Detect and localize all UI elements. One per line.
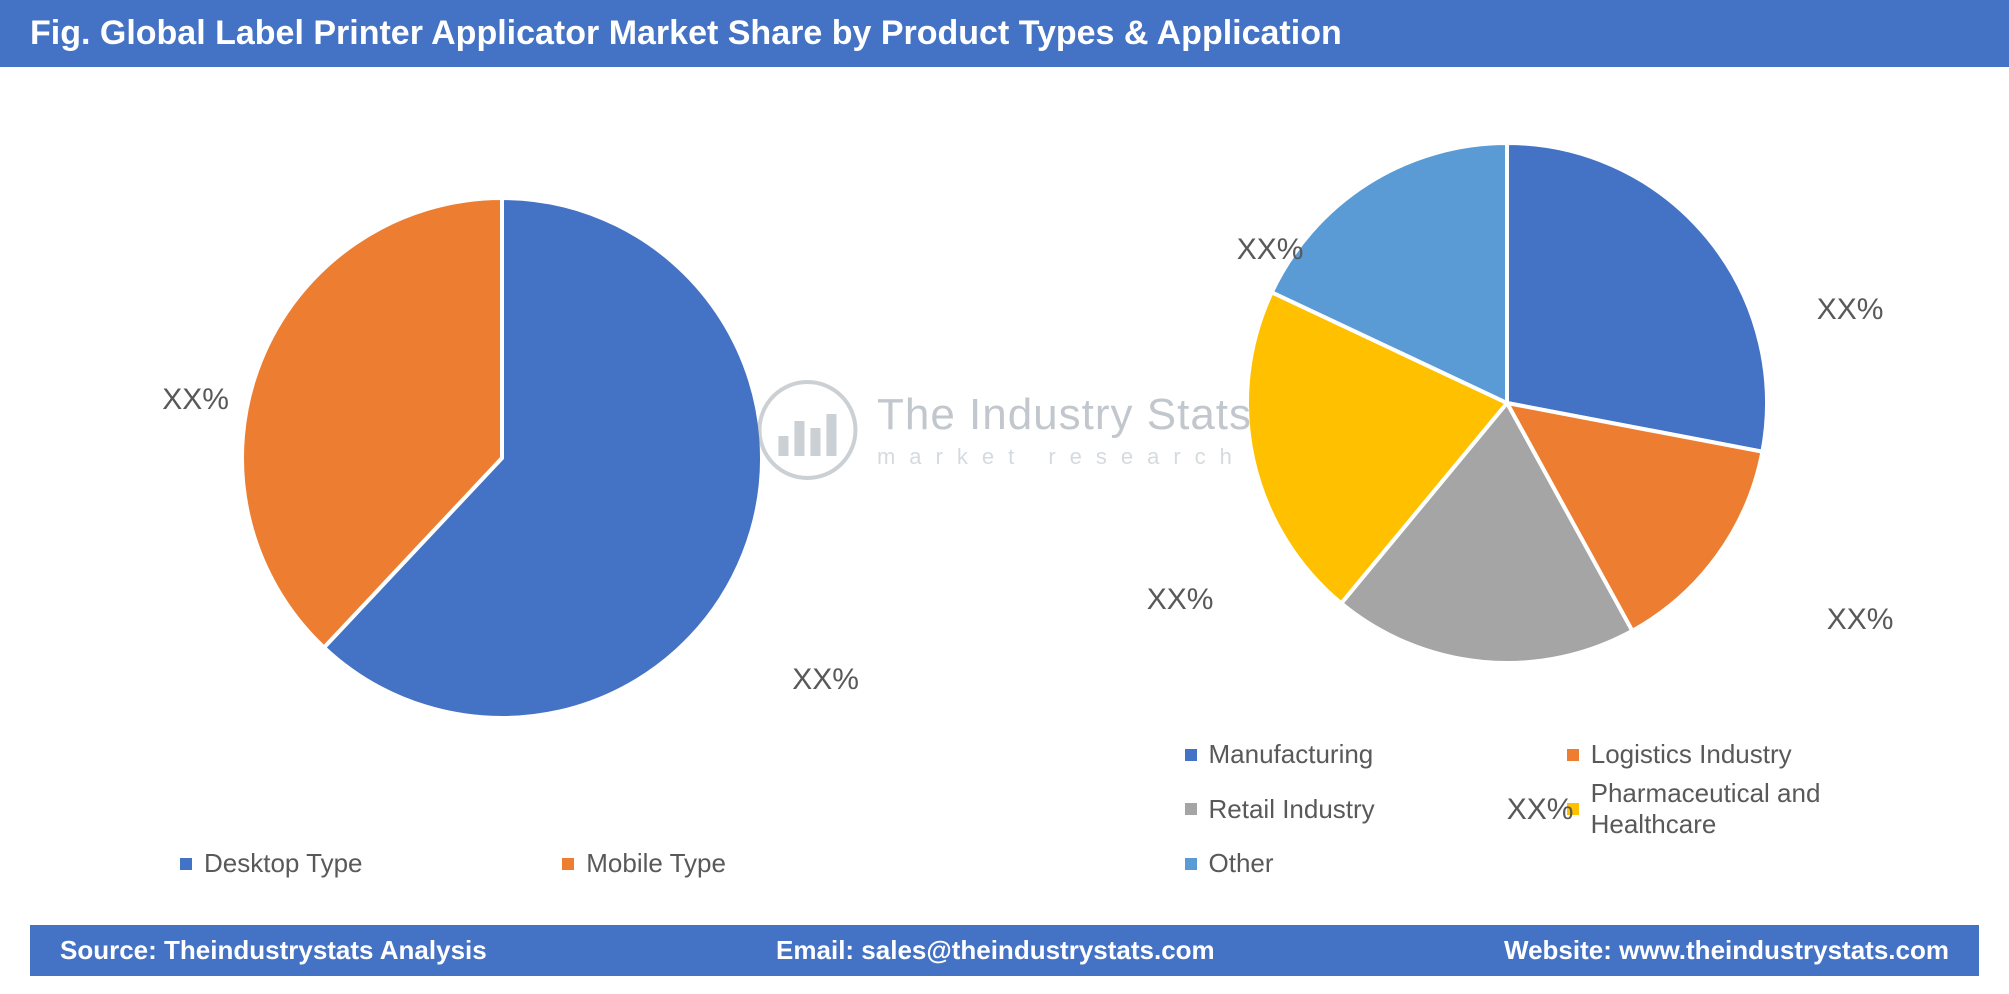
legend-swatch bbox=[1567, 803, 1579, 815]
legend-label: Pharmaceutical and Healthcare bbox=[1591, 778, 1949, 840]
legend-swatch bbox=[1185, 803, 1197, 815]
legend-item: Other bbox=[1185, 848, 1567, 879]
legend-item: Pharmaceutical and Healthcare bbox=[1567, 778, 1949, 840]
footer-email: Email: sales@theindustrystats.com bbox=[776, 935, 1215, 966]
charts-row: XX%XX% Desktop TypeMobile Type XX%XX%XX%… bbox=[0, 67, 2009, 887]
legend-swatch bbox=[180, 858, 192, 870]
footer-bar: Source: Theindustrystats Analysis Email:… bbox=[30, 925, 1979, 976]
legend-item: Retail Industry bbox=[1185, 778, 1567, 840]
title-bar: Fig. Global Label Printer Applicator Mar… bbox=[0, 0, 2009, 67]
chart-left-column: XX%XX% Desktop Type Mobile Type bbox=[0, 67, 1005, 887]
legend-swatch bbox=[1567, 749, 1579, 761]
chart-right-pie-wrap: XX%XX%XX%XX%XX% bbox=[1005, 67, 2009, 739]
legend-label: Retail Industry bbox=[1209, 794, 1375, 825]
pie-slice-label: XX% bbox=[1827, 603, 1894, 637]
legend-label: Other bbox=[1209, 848, 1274, 879]
legend-swatch bbox=[562, 858, 574, 870]
legend-swatch bbox=[1185, 749, 1197, 761]
chart-left-legend: Desktop Type Mobile Type bbox=[0, 848, 1005, 887]
chart-left-pie-wrap: XX%XX% bbox=[0, 67, 1005, 848]
legend-label: Logistics Industry bbox=[1591, 739, 1792, 770]
footer-website: Website: www.theindustrystats.com bbox=[1504, 935, 1949, 966]
pie-slice bbox=[1507, 143, 1767, 452]
legend-item: Mobile Type bbox=[562, 848, 944, 879]
legend-label: Desktop Type bbox=[204, 848, 363, 879]
chart-right-column: XX%XX%XX%XX%XX% Manufacturing Logistics I… bbox=[1005, 67, 2009, 887]
page-title: Fig. Global Label Printer Applicator Mar… bbox=[30, 14, 1342, 52]
legend-item: Desktop Type bbox=[180, 848, 562, 879]
chart-right-pie bbox=[1177, 73, 1837, 733]
chart-left-pie bbox=[172, 128, 832, 788]
legend-label: Manufacturing bbox=[1209, 739, 1374, 770]
legend-swatch bbox=[1185, 858, 1197, 870]
chart-right-legend: Manufacturing Logistics Industry Retail In… bbox=[1005, 739, 2009, 887]
legend-item: Manufacturing bbox=[1185, 739, 1567, 770]
footer-source: Source: Theindustrystats Analysis bbox=[60, 935, 487, 966]
legend-item: Logistics Industry bbox=[1567, 739, 1949, 770]
legend-label: Mobile Type bbox=[586, 848, 726, 879]
